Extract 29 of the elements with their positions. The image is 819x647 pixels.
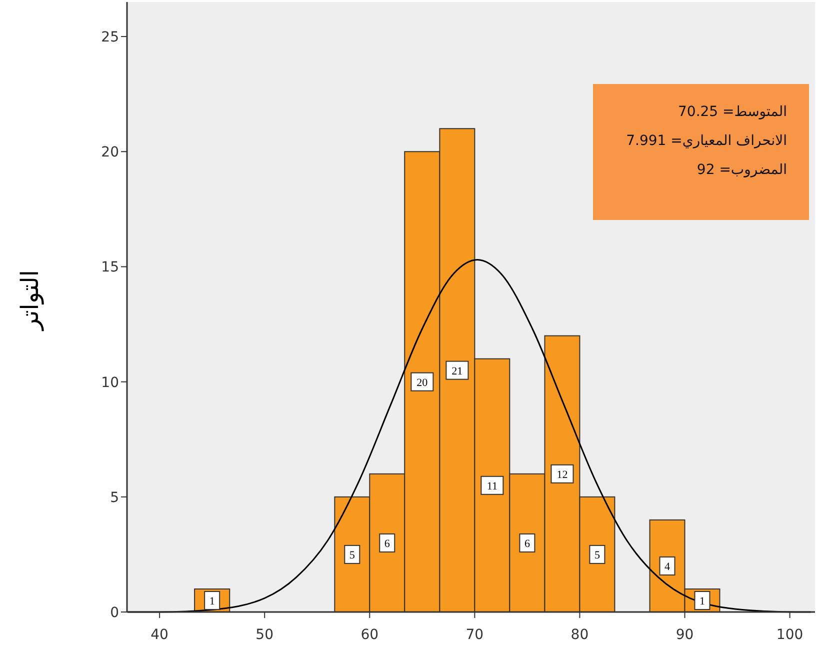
x-tick-label: 90 [676, 627, 694, 643]
annotation: المتوسط= 70.25 [678, 104, 787, 120]
data-label: 6 [384, 538, 390, 550]
data-label: 5 [349, 549, 356, 562]
x-tick-label: 80 [570, 627, 589, 643]
data-label: 1 [699, 595, 705, 608]
data-label: 4 [664, 560, 671, 573]
annotation: المضروب= 92 [696, 162, 787, 178]
data-label: 6 [524, 538, 530, 550]
x-tick-label: 40 [150, 627, 168, 643]
x-tick-label: 60 [360, 627, 379, 643]
stats-text-box: المتوسط= 70.25 الانحراف المعياري= 7.991 المضروب= 92 [593, 84, 809, 220]
y-tick-label: 5 [110, 490, 119, 506]
data-label: 21 [452, 365, 463, 378]
y-tick-label: 15 [101, 260, 119, 276]
x-tick-label: 100 [776, 627, 804, 643]
data-label: 20 [416, 376, 428, 389]
y-tick-label: 10 [101, 374, 119, 391]
x-tick-label: 70 [466, 627, 484, 643]
y-tick-label: 0 [110, 605, 119, 621]
y-tick-label: 25 [101, 30, 119, 46]
y-tick-label: 20 [101, 144, 119, 161]
data-label: 1 [209, 595, 215, 608]
annotation: الانحراف المعياري= 7.991 [626, 133, 787, 149]
data-label: 11 [486, 480, 498, 492]
data-label: 5 [594, 549, 600, 562]
data-label: 12 [556, 468, 568, 481]
y-axis-title: التواتر [16, 270, 44, 332]
x-tick-label: 50 [256, 627, 274, 643]
